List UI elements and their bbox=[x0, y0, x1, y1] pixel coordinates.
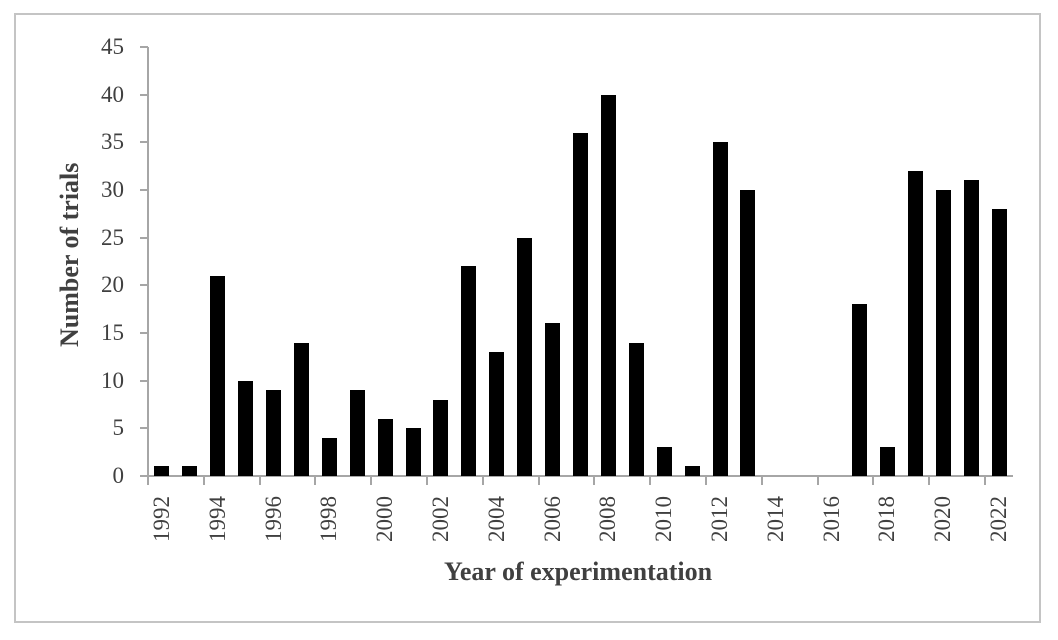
bar-2017 bbox=[852, 304, 868, 476]
x-tick-label: 2018 bbox=[874, 496, 900, 542]
x-tick-label: 1996 bbox=[260, 496, 286, 542]
bar-2013 bbox=[740, 190, 756, 476]
y-tick-label: 30 bbox=[101, 177, 124, 202]
y-tick-label: 35 bbox=[101, 129, 124, 155]
x-tick-label: 2022 bbox=[986, 496, 1012, 542]
bar-2000 bbox=[377, 418, 393, 476]
bar-2020 bbox=[935, 190, 951, 476]
x-tick-label: 2004 bbox=[483, 496, 509, 542]
bar-2012 bbox=[712, 142, 728, 476]
y-tick bbox=[140, 189, 148, 191]
x-tick-label: 1998 bbox=[316, 496, 342, 542]
x-tick bbox=[537, 477, 540, 485]
x-tick-label: 2012 bbox=[707, 496, 733, 542]
bar-2021 bbox=[963, 180, 979, 476]
y-tick bbox=[140, 427, 148, 430]
x-tick bbox=[147, 477, 149, 485]
x-tick bbox=[370, 477, 373, 485]
bar-2004 bbox=[489, 352, 505, 476]
x-tick bbox=[760, 477, 763, 485]
x-tick-label: 2014 bbox=[762, 496, 788, 542]
bar-2003 bbox=[461, 266, 477, 476]
bar-1994 bbox=[210, 275, 226, 476]
x-tick bbox=[202, 477, 205, 485]
bar-2009 bbox=[628, 342, 644, 476]
y-tick bbox=[140, 46, 148, 48]
y-tick-label: 10 bbox=[101, 367, 124, 393]
x-tick-label: 1992 bbox=[148, 496, 174, 542]
bar-1995 bbox=[238, 380, 254, 476]
bar-1998 bbox=[321, 437, 337, 476]
x-axis-title: Year of experimentation bbox=[443, 557, 713, 586]
y-tick-label: 0 bbox=[112, 463, 125, 488]
y-tick-label: 25 bbox=[101, 224, 124, 250]
x-tick bbox=[314, 477, 317, 485]
y-tick-label: 45 bbox=[101, 34, 124, 59]
y-tick bbox=[140, 475, 148, 477]
bar-2019 bbox=[907, 170, 923, 476]
x-tick-label: 2000 bbox=[372, 496, 398, 542]
y-tick bbox=[140, 93, 148, 96]
x-tick bbox=[593, 477, 596, 485]
bar-2002 bbox=[433, 399, 449, 476]
bar-2022 bbox=[991, 209, 1007, 476]
x-tick bbox=[258, 477, 261, 485]
x-tick bbox=[426, 477, 429, 485]
bar-1999 bbox=[349, 390, 365, 476]
x-tick-label: 2010 bbox=[651, 496, 677, 542]
bar-2018 bbox=[879, 447, 895, 476]
y-tick-label: 5 bbox=[112, 415, 125, 441]
bar-2001 bbox=[405, 428, 421, 476]
y-tick-label: 40 bbox=[101, 81, 124, 107]
x-tick-label: 2002 bbox=[427, 496, 453, 542]
x-tick bbox=[649, 477, 652, 485]
y-tick bbox=[140, 284, 148, 287]
y-tick bbox=[140, 379, 148, 382]
bar-2007 bbox=[573, 132, 588, 476]
x-tick-label: 1994 bbox=[204, 496, 230, 542]
x-tick bbox=[705, 477, 708, 485]
x-tick bbox=[984, 477, 987, 485]
x-tick bbox=[481, 477, 484, 485]
bar-2010 bbox=[656, 447, 672, 476]
bar-2005 bbox=[517, 237, 533, 476]
bar-2011 bbox=[684, 466, 700, 476]
y-tick bbox=[140, 332, 148, 334]
y-tick bbox=[140, 236, 148, 239]
x-axis-line bbox=[148, 475, 1013, 477]
x-tick bbox=[872, 477, 875, 485]
x-tick-label: 2016 bbox=[818, 496, 844, 542]
x-tick bbox=[816, 477, 819, 485]
bar-1992 bbox=[154, 466, 170, 476]
y-axis-line bbox=[147, 47, 149, 478]
x-tick-label: 2020 bbox=[930, 496, 956, 542]
x-tick-label: 2008 bbox=[595, 496, 621, 542]
x-tick-label: 2006 bbox=[539, 496, 565, 542]
bar-1993 bbox=[182, 466, 198, 476]
bar-1996 bbox=[266, 390, 282, 476]
bar-2008 bbox=[600, 94, 616, 476]
y-tick bbox=[140, 141, 148, 144]
y-tick-label: 20 bbox=[101, 272, 124, 298]
y-tick-label: 15 bbox=[101, 320, 124, 345]
x-tick bbox=[928, 477, 931, 485]
bar-1997 bbox=[293, 342, 309, 476]
bar-2006 bbox=[545, 323, 561, 476]
